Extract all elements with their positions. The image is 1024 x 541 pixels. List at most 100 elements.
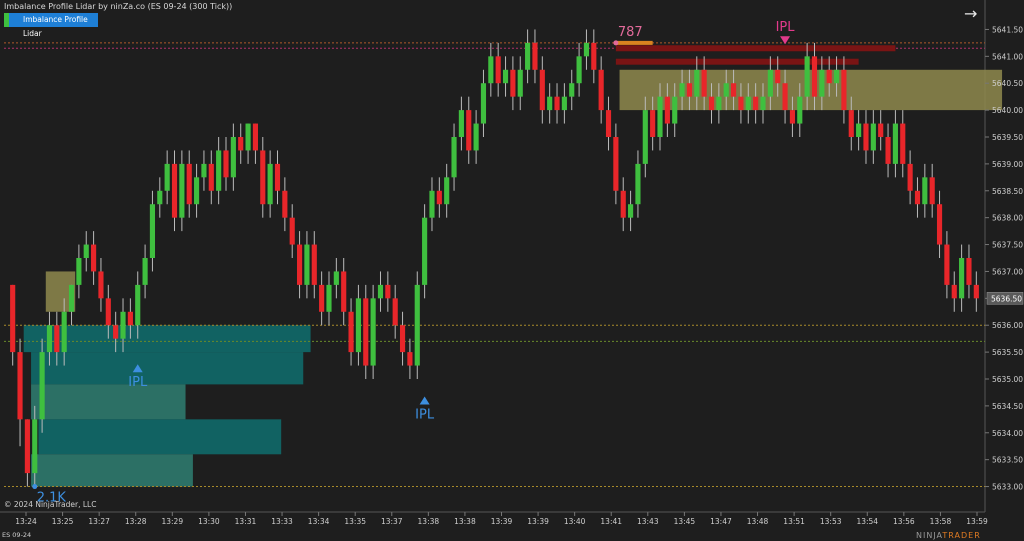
x-tick-label: 13:29 [161, 517, 183, 526]
candle-bull [819, 69, 825, 97]
candle-bull [355, 298, 361, 353]
candle-bear [863, 123, 869, 151]
x-tick-label: 13:53 [820, 517, 842, 526]
candle-bull [576, 56, 582, 84]
candle-bear [686, 83, 693, 97]
candle-bull [157, 190, 163, 205]
orange-marker-bar [615, 40, 653, 45]
candle-bull [569, 83, 575, 97]
candle-bear [701, 69, 707, 97]
candle-bull [377, 284, 384, 299]
imbalance-bar [615, 45, 896, 52]
candle-bear [532, 42, 538, 70]
candle-bull [694, 69, 700, 97]
candle-bull [76, 258, 82, 285]
candle-bear [914, 190, 921, 205]
candle-bull [525, 42, 531, 70]
x-tick-label: 13:24 [15, 517, 37, 526]
candle-bear [399, 325, 406, 353]
ipl-down-arrow-icon [780, 36, 791, 45]
candle-bear [17, 352, 23, 420]
candle-bull [480, 83, 487, 124]
x-tick-label: 13:37 [381, 517, 403, 526]
candle-bull [61, 311, 67, 353]
brand-suffix: TRADER [942, 531, 981, 540]
candle-bear [24, 419, 30, 474]
candle-bull [201, 163, 207, 178]
candle-bear [738, 96, 744, 111]
candle-bear [341, 271, 347, 312]
candle-bull [922, 177, 928, 205]
x-tick-label: 13:45 [674, 517, 696, 526]
candle-bear [510, 69, 516, 97]
candle-bear [54, 325, 60, 353]
candle-bear [186, 163, 192, 205]
candle-bear [282, 190, 288, 218]
candle-bull [642, 110, 648, 164]
candle-bear [775, 69, 781, 84]
candle-bear [348, 311, 354, 353]
candle-bear [436, 190, 442, 205]
candle-bear [260, 150, 266, 205]
x-tick-label: 13:59 [966, 517, 988, 526]
candle-bull [561, 96, 567, 111]
candle-bull [635, 163, 641, 205]
candle-bull [444, 177, 450, 205]
candle-bear [936, 204, 943, 245]
candle-bull [767, 69, 773, 97]
candle-bear [223, 150, 229, 178]
x-tick-label: 13:58 [930, 517, 952, 526]
candle-bear [385, 284, 391, 299]
profile-box [38, 419, 282, 455]
candle-bull [142, 258, 148, 285]
candle-bear [885, 137, 891, 164]
y-tick-label: 5641.50 [992, 25, 1023, 34]
x-tick-label: 13:33 [271, 517, 293, 526]
x-tick-label: 13:38 [418, 517, 440, 526]
volume-dot-icon [613, 40, 619, 46]
volume-label: 2.1K [37, 491, 67, 506]
imbalance-bar [615, 58, 859, 65]
brand-prefix: NINJA [916, 531, 943, 540]
candle-bear [900, 123, 906, 164]
candle-bull [216, 150, 222, 191]
candle-bear [841, 69, 847, 111]
volume-dot-icon [32, 484, 38, 490]
instrument-label: ES 09-24 [2, 531, 32, 539]
candle-bear [966, 258, 972, 285]
ipl-label: IPL [128, 375, 148, 390]
x-tick-label: 13:38 [454, 517, 476, 526]
candle-bear [105, 298, 111, 326]
candle-bull [304, 244, 310, 285]
y-tick-label: 5636.00 [992, 321, 1023, 330]
x-tick-label: 13:31 [235, 517, 257, 526]
candle-bear [789, 110, 795, 124]
y-tick-label: 5640.50 [992, 79, 1023, 88]
candle-bear [319, 284, 325, 312]
candle-bull [120, 311, 126, 339]
candle-bear [848, 110, 854, 137]
ipl-up-arrow-icon [419, 396, 430, 405]
candle-bull [502, 69, 509, 84]
arrow-right-icon[interactable]: → [964, 4, 978, 23]
indicator-button[interactable]: Imbalance Profile Lidar [4, 13, 98, 38]
y-tick-label: 5635.50 [992, 348, 1023, 357]
candle-bull [46, 325, 53, 353]
candle-bull [745, 96, 751, 111]
candle-bull [68, 284, 75, 312]
candle-bull [517, 69, 523, 97]
candle-bear [274, 163, 281, 191]
x-tick-label: 13:25 [52, 517, 74, 526]
candle-bull [723, 83, 729, 97]
candle-bear [296, 244, 303, 285]
candle-bear [539, 69, 545, 111]
copyright-text: © 2024 NinjaTrader, LLC [4, 500, 97, 509]
candle-bear [973, 284, 979, 299]
candle-bear [782, 83, 788, 111]
y-tick-label: 5638.00 [992, 214, 1023, 223]
candle-bear [613, 137, 619, 191]
volume-label: 787 [618, 25, 643, 40]
x-tick-label: 13:41 [600, 517, 622, 526]
candle-bull [458, 110, 464, 137]
